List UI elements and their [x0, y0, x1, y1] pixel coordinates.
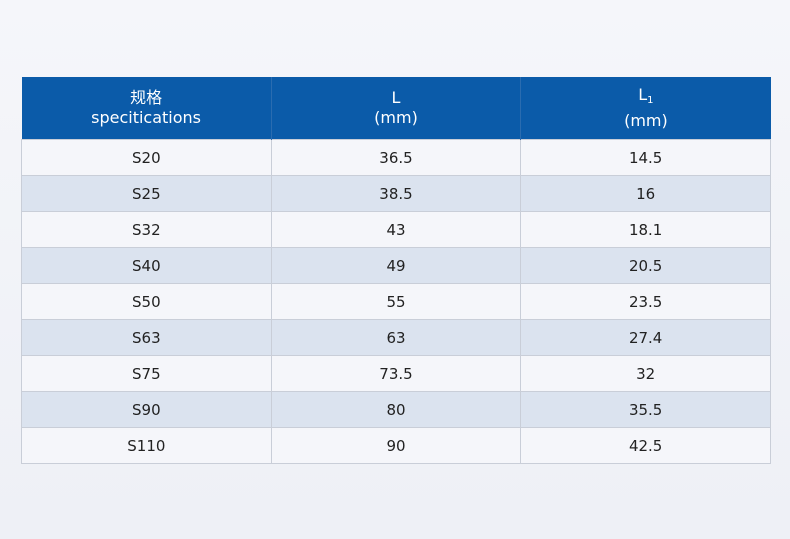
table-row: S40 49 20.5	[21, 247, 771, 284]
table-row: S75 73.5 32	[21, 355, 771, 392]
cell-spec: S25	[21, 175, 272, 212]
cell-l1: 27.4	[520, 319, 771, 356]
header-l1: L1 (mm)	[520, 77, 771, 140]
table-row: S20 36.5 14.5	[21, 139, 771, 176]
cell-l: 73.5	[270, 355, 522, 392]
header-spec-cn: 规格	[130, 88, 163, 107]
cell-l: 38.5	[270, 175, 522, 212]
cell-l1: 35.5	[520, 391, 771, 428]
cell-spec: S20	[21, 139, 272, 176]
cell-spec: S63	[21, 319, 272, 356]
cell-l: 90	[270, 427, 522, 464]
table-row: S32 43 18.1	[21, 211, 771, 248]
cell-spec: S32	[21, 211, 272, 248]
cell-l1: 18.1	[520, 211, 771, 248]
cell-spec: S75	[21, 355, 272, 392]
cell-l: 43	[270, 211, 522, 248]
cell-l: 63	[270, 319, 522, 356]
cell-l: 80	[270, 391, 522, 428]
header-l1-unit: (mm)	[624, 111, 668, 130]
header-l1-label: L	[638, 85, 648, 104]
header-spec-en: specitications	[91, 108, 202, 127]
table-row: S50 55 23.5	[21, 283, 771, 320]
cell-spec: S50	[21, 283, 272, 320]
table-row: S90 80 35.5	[21, 391, 771, 428]
header-spec: 规格 specitications	[21, 77, 272, 140]
cell-l: 36.5	[270, 139, 522, 176]
header-l-label: L	[391, 88, 401, 107]
cell-l1: 32	[520, 355, 771, 392]
cell-l1: 16	[520, 175, 771, 212]
table-header-row: 规格 specitications L (mm) L1 (mm)	[21, 77, 771, 140]
cell-spec: S90	[21, 391, 272, 428]
cell-l: 49	[270, 247, 522, 284]
cell-l: 55	[270, 283, 522, 320]
table-row: S110 90 42.5	[21, 427, 771, 464]
cell-spec: S110	[21, 427, 272, 464]
header-l-unit: (mm)	[374, 108, 418, 127]
spec-table: 规格 specitications L (mm) L1 (mm) S20 36.5 14.…	[21, 77, 771, 464]
table-row: S25 38.5 16	[21, 175, 771, 212]
cell-l1: 42.5	[520, 427, 771, 464]
header-l1-subscript: 1	[647, 95, 654, 106]
cell-l1: 14.5	[520, 139, 771, 176]
cell-spec: S40	[21, 247, 272, 284]
table-row: S63 63 27.4	[21, 319, 771, 356]
cell-l1: 23.5	[520, 283, 771, 320]
header-l: L (mm)	[271, 77, 522, 140]
cell-l1: 20.5	[520, 247, 771, 284]
